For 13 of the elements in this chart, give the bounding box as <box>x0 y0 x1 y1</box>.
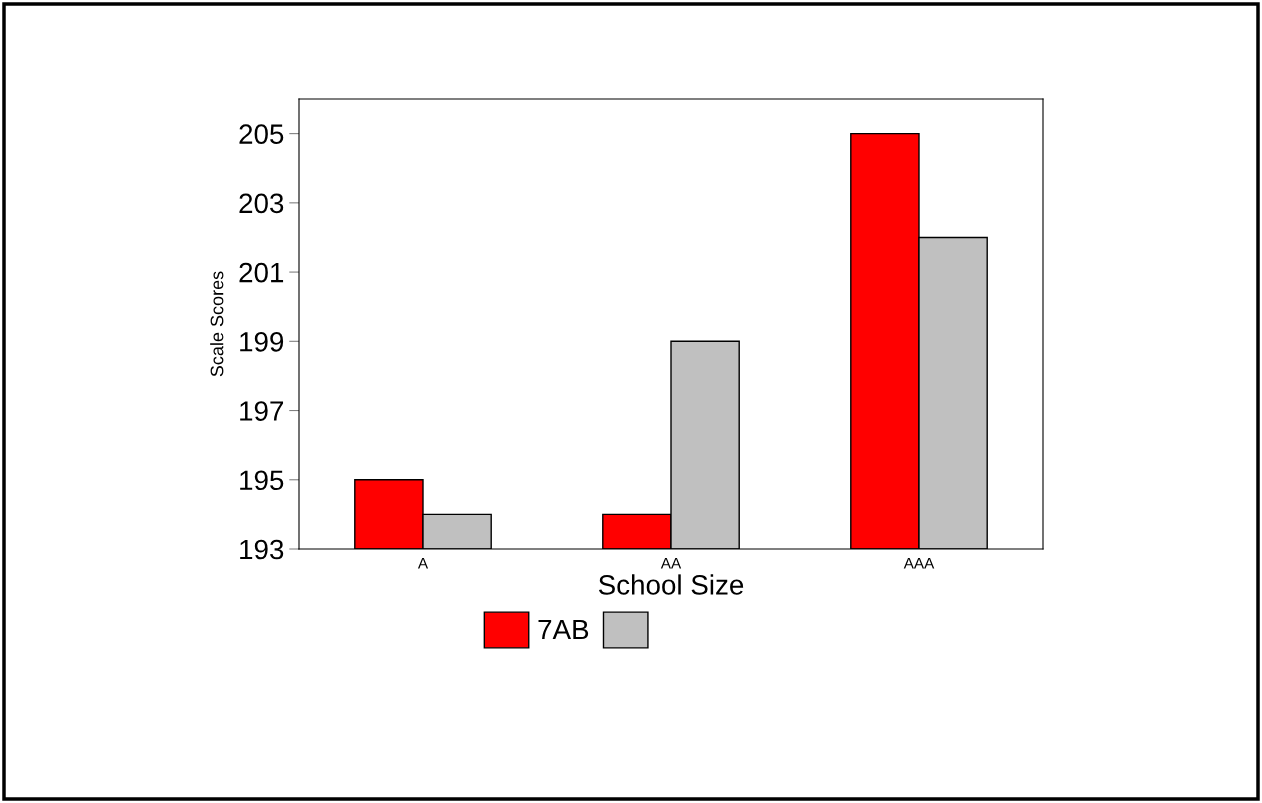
y-tick-label: 195 <box>240 470 284 491</box>
y-tick-label: 203 <box>239 193 284 214</box>
y-tick-label: 199 <box>240 331 284 352</box>
y-tick-label: 197 <box>240 401 284 421</box>
x-tick-label: A <box>417 557 429 569</box>
x-tick-label: AAA <box>903 557 935 569</box>
x-tick-label: AA <box>660 557 682 569</box>
y-axis-title: Scale Scores <box>210 271 224 377</box>
y-tick-label: 193 <box>240 539 284 560</box>
x-axis-title: School Size <box>598 574 744 595</box>
y-tick-label: 205 <box>239 124 284 144</box>
y-tick-label: 201 <box>239 262 284 283</box>
legend-label: 7AB <box>538 619 589 640</box>
